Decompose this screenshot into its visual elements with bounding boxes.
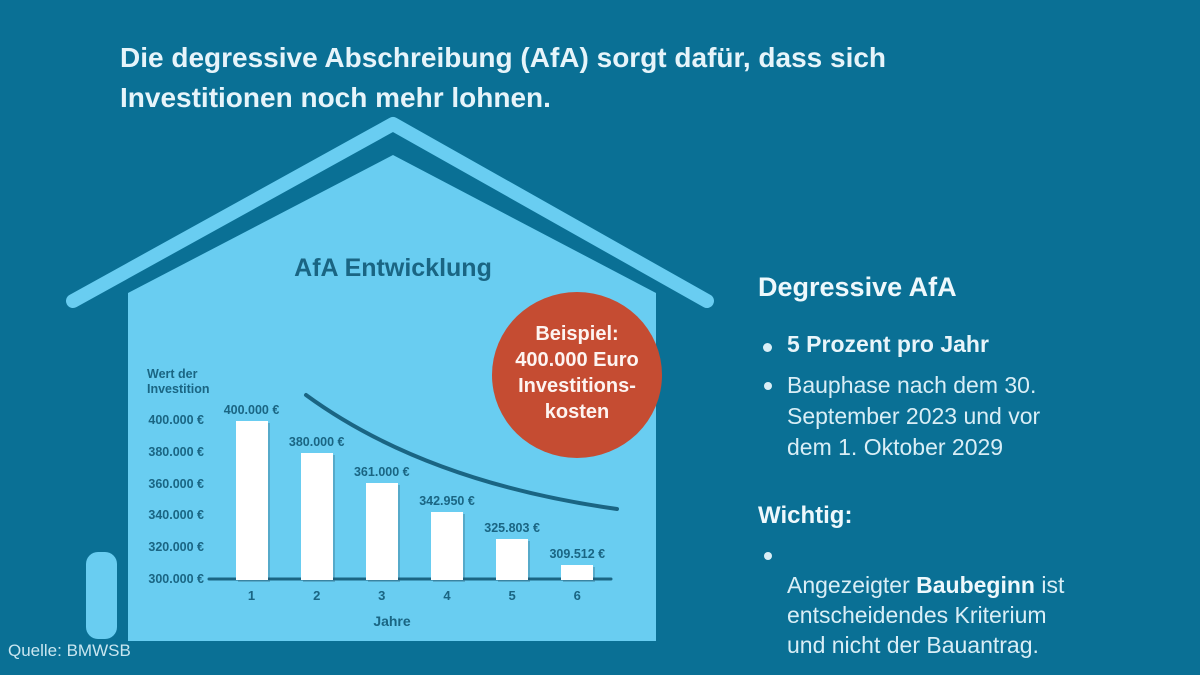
x-axis-label: Jahre — [373, 613, 411, 629]
bar — [300, 452, 333, 580]
roof-line — [66, 117, 714, 308]
y-tick-label: 340.000 € — [148, 508, 204, 523]
bar-value-label: 400.000 € — [223, 403, 280, 417]
bar — [235, 421, 268, 580]
bar-value-label: 325.803 € — [484, 521, 540, 535]
y-tick-label: 300.000 € — [148, 572, 204, 586]
bar — [561, 564, 594, 580]
y-tick-label: 320.000 € — [148, 540, 204, 555]
bar-value-label: 361.000 € — [353, 465, 410, 479]
x-tick-label: 4 — [443, 588, 451, 603]
bullet-dot — [764, 382, 772, 390]
example-badge-text: Beispiel: 400.000 Euro Investitions- kos… — [515, 323, 639, 423]
x-tick-label: 6 — [573, 588, 581, 603]
x-tick-label: 2 — [313, 588, 321, 603]
right-panel-heading: Degressive AfA — [758, 272, 957, 302]
bar-value-label: 309.512 € — [549, 546, 606, 561]
bar-value-label: 342.950 € — [419, 493, 475, 508]
bar — [431, 511, 463, 580]
y-tick-label: 360.000 € — [148, 476, 204, 491]
trend-curve — [304, 393, 619, 511]
source-caption: Quelle: BMWSB — [8, 641, 131, 660]
x-tick-label: 5 — [508, 588, 516, 603]
bullet-dot — [763, 343, 772, 352]
y-tick-label: 400.000 € — [148, 413, 204, 427]
bar — [496, 539, 529, 580]
bullet-baubeginn-bold: Baubeginn — [916, 572, 1035, 598]
chart-title: AfA Entwicklung — [294, 254, 492, 282]
bar-value-label: 380.000 € — [288, 434, 345, 449]
bullet-baubeginn-prefix: Angezeigter — [787, 572, 917, 598]
bullet-bauphase: Bauphase nach dem 30. September 2023 und… — [787, 372, 1041, 460]
bullet-baubeginn: Angezeigter Baubeginn ist entscheidendes… — [787, 540, 1187, 660]
bullet-baubeginn-suffix: ist entscheidendes Kriterium und nicht d… — [787, 572, 1065, 658]
bullet-percent-per-year: 5 Prozent pro Jahr — [787, 331, 989, 357]
x-tick-label: 3 — [378, 588, 386, 603]
bullet-dot — [764, 552, 772, 560]
y-tick-label: 380.000 € — [148, 444, 204, 459]
page-title: Die degressive Abschreibung (AfA) sorgt … — [120, 42, 887, 113]
right-panel-subheading: Wichtig: — [758, 502, 853, 529]
x-tick-label: 1 — [247, 588, 256, 603]
example-badge: Beispiel: 400.000 Euro Investitions- kos… — [492, 292, 662, 458]
house-pillar-decoration — [86, 552, 117, 639]
bar — [365, 483, 398, 580]
y-axis-label: Wert der Investition — [147, 367, 210, 396]
